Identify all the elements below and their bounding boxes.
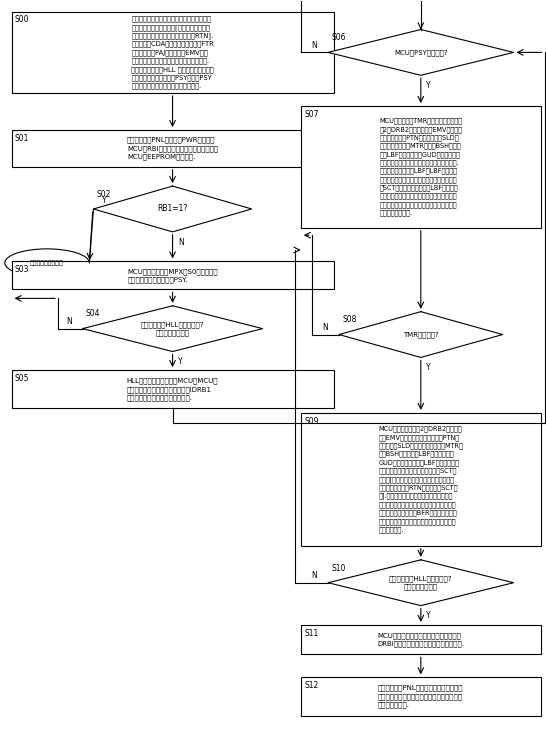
Text: RB1=1?: RB1=1? bbox=[158, 204, 188, 213]
FancyBboxPatch shape bbox=[11, 370, 334, 408]
Text: S12: S12 bbox=[304, 681, 318, 690]
Polygon shape bbox=[83, 306, 263, 352]
Text: Y: Y bbox=[102, 195, 106, 205]
Text: MCU执行防抖动程序，并通过驱动隔离器
DRBI让电机开始停转，并做好关电源准备.: MCU执行防抖动程序，并通过驱动隔离器 DRBI让电机开始停转，并做好关电源准备… bbox=[377, 632, 464, 647]
Polygon shape bbox=[339, 312, 503, 357]
Polygon shape bbox=[328, 560, 514, 605]
Text: S09: S09 bbox=[304, 417, 318, 425]
Text: S04: S04 bbox=[86, 309, 100, 318]
FancyBboxPatch shape bbox=[11, 12, 334, 93]
Text: 操作按钮面板PNL打开电源PWR，同时将
MCU的RBI端口的电平拉低．各部分上电，
MCU从EEPROM读取参数.: 操作按钮面板PNL打开电源PWR，同时将 MCU的RBI端口的电平拉低．各部分上… bbox=[127, 137, 218, 160]
Text: S07: S07 bbox=[304, 110, 318, 118]
Polygon shape bbox=[94, 186, 252, 232]
Text: 将清洁系统的支架固定在链子回程的垂直段轨
道上，架设好清洁系统。[如果架设在水平或
倾斜的直线段轨道上，挂上回复机构RTN].
将现场气源CDA接到通过气源过滤: 将清洁系统的支架固定在链子回程的垂直段轨 道上，架设好清洁系统。[如果架设在水平… bbox=[131, 16, 214, 90]
Text: Y: Y bbox=[426, 81, 431, 90]
FancyBboxPatch shape bbox=[11, 130, 334, 167]
Text: S00: S00 bbox=[15, 16, 30, 24]
FancyBboxPatch shape bbox=[301, 106, 541, 228]
FancyBboxPatch shape bbox=[301, 413, 541, 546]
FancyBboxPatch shape bbox=[11, 261, 334, 289]
Text: 操作按钮面板PNL关闭电源．若必要，将清
洁系统按照与架设相反的步骤将清洁系统及支
架从机道上卸下.: 操作按钮面板PNL关闭电源．若必要，将清 洁系统按照与架设相反的步骤将清洁系统及… bbox=[378, 684, 463, 708]
Text: Y: Y bbox=[426, 611, 431, 620]
Text: S06: S06 bbox=[331, 33, 346, 42]
Text: 与测试主机配合工作: 与测试主机配合工作 bbox=[30, 260, 64, 266]
Text: N: N bbox=[178, 238, 184, 246]
Text: N: N bbox=[323, 323, 328, 332]
Ellipse shape bbox=[5, 249, 89, 277]
Text: S11: S11 bbox=[304, 628, 318, 638]
Text: S03: S03 bbox=[15, 265, 30, 274]
Polygon shape bbox=[328, 30, 514, 75]
Text: S01: S01 bbox=[15, 134, 29, 143]
FancyBboxPatch shape bbox=[301, 625, 541, 654]
Text: 链子首末探测HLL有脉冲信号?
（察到了链尾？）: 链子首末探测HLL有脉冲信号? （察到了链尾？） bbox=[389, 575, 452, 591]
Text: MCU通过驱动隔离器2（DRB2）关闭电
磁阀EMV，向气缸送后退力．气缸PTN活
塞拖着滑块SLD及固定在其上的电机MTR、
波刷BSH、防推护机LBF整体沿: MCU通过驱动隔离器2（DRB2）关闭电 磁阀EMV，向气缸送后退力．气缸PTN… bbox=[379, 425, 463, 533]
Text: N: N bbox=[312, 41, 317, 50]
Text: S08: S08 bbox=[342, 315, 357, 324]
Text: HLL的脉冲信号直接馈给MCU，MCU执
行防抖动程序，并通过驱动隔离器IDRB1
启动电机．一定时间后防抖动结束.: HLL的脉冲信号直接馈给MCU，MCU执 行防抖动程序，并通过驱动隔离器IDRB… bbox=[127, 377, 218, 401]
Text: S02: S02 bbox=[97, 189, 111, 199]
Text: TMR计时结束?: TMR计时结束? bbox=[403, 332, 439, 338]
Text: Y: Y bbox=[426, 363, 431, 372]
Text: 链子首末探测HLL有脉冲信号?
（察到了链否？）: 链子首末探测HLL有脉冲信号? （察到了链否？） bbox=[141, 321, 205, 336]
Text: MCU启动计时器TMR，同时通过驱动隔离
器2（DRB2）打开电磁阀EMV，向气缸
送前推力．气缸PTN活塞驱动滑块SLD及
固定在其上的电机MTR、波刷BSH: MCU启动计时器TMR，同时通过驱动隔离 器2（DRB2）打开电磁阀EMV，向气… bbox=[379, 118, 462, 216]
Text: MCU向多路选择器MPX的S0端口输出高
电平，选通光电同步装置PSY.: MCU向多路选择器MPX的S0端口输出高 电平，选通光电同步装置PSY. bbox=[127, 268, 218, 283]
Text: N: N bbox=[312, 571, 317, 580]
FancyBboxPatch shape bbox=[301, 677, 541, 716]
Text: N: N bbox=[66, 317, 72, 326]
Text: S10: S10 bbox=[331, 564, 346, 573]
Text: MCU测PSY同步信号?: MCU测PSY同步信号? bbox=[394, 49, 447, 56]
Text: S05: S05 bbox=[15, 374, 30, 383]
Text: Y: Y bbox=[178, 357, 183, 366]
